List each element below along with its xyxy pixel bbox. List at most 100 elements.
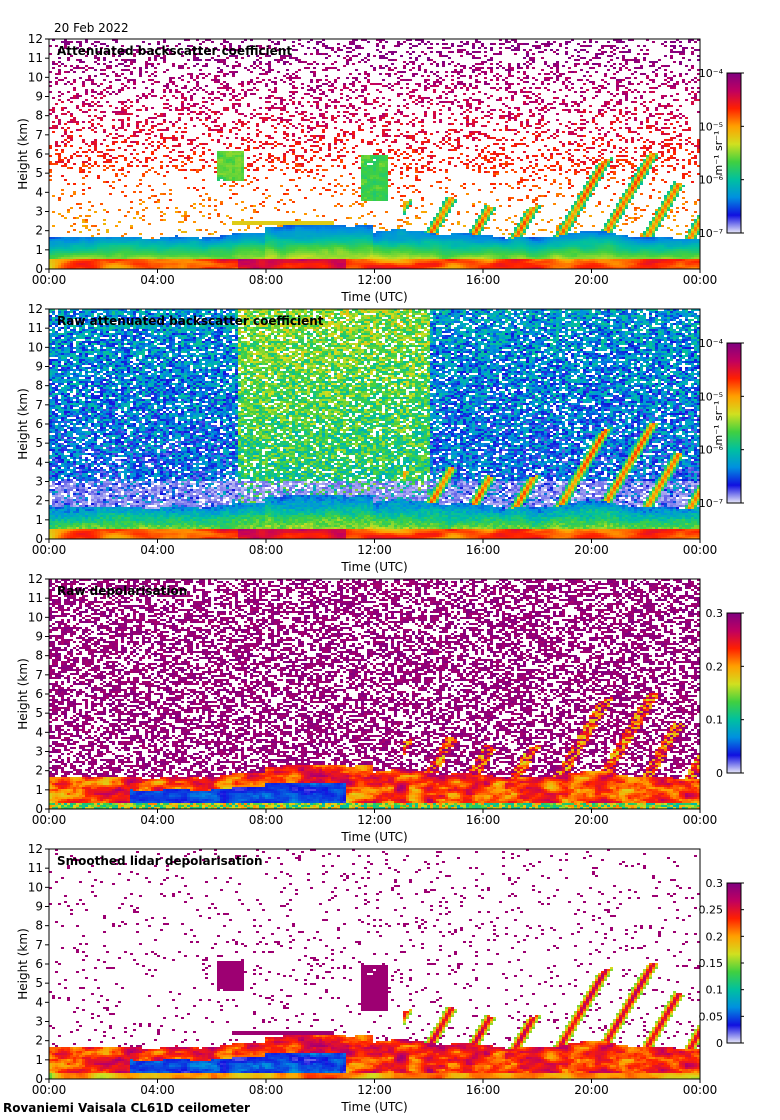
y-tick-label: 4	[35, 455, 43, 469]
x-tick-label: 00:00	[32, 273, 67, 287]
colorbar	[726, 612, 742, 774]
colorbar-tick-label: 0	[716, 767, 723, 780]
y-tick-label: 0	[35, 262, 43, 276]
x-tick-label: 00:00	[683, 543, 718, 557]
x-tick-label: 08:00	[249, 813, 284, 827]
x-tick-label: 12:00	[357, 543, 392, 557]
y-tick-label: 3	[35, 745, 43, 759]
y-tick-label: 6	[35, 147, 43, 161]
panel-title: Attenuated backscatter coefficient	[57, 44, 292, 58]
colorbar-tick-label: 0.05	[699, 1010, 724, 1023]
x-axis-label: Time (UTC)	[340, 560, 407, 574]
colorbar-tick-label: 0.1	[706, 984, 724, 997]
y-tick-label: 4	[35, 725, 43, 739]
y-tick-label: 2	[35, 494, 43, 508]
colorbar-tick-label: 0.25	[699, 904, 724, 917]
x-axis-label: Time (UTC)	[340, 1100, 407, 1114]
colorbar-tick-label: 0	[716, 1037, 723, 1050]
x-tick-label: 20:00	[574, 273, 609, 287]
x-tick-label: 08:00	[249, 543, 284, 557]
colorbar	[726, 72, 742, 234]
y-tick-label: 7	[35, 398, 43, 412]
x-tick-label: 16:00	[466, 543, 501, 557]
y-tick-label: 1	[35, 243, 43, 257]
y-tick-label: 2	[35, 764, 43, 778]
y-tick-label: 12	[28, 572, 43, 586]
colorbar-tick-label: 0.2	[706, 660, 724, 673]
y-tick-label: 4	[35, 995, 43, 1009]
x-tick-label: 00:00	[683, 1083, 718, 1097]
y-tick-label: 1	[35, 783, 43, 797]
y-tick-label: 2	[35, 1034, 43, 1048]
y-tick-label: 11	[28, 591, 43, 605]
panel-title: Raw attenuated backscatter coefficient	[57, 314, 324, 328]
y-tick-label: 6	[35, 957, 43, 971]
colorbar-tick-label: 10⁻⁷	[699, 227, 723, 240]
y-tick-label: 8	[35, 919, 43, 933]
y-tick-label: 9	[35, 90, 43, 104]
y-tick-label: 1	[35, 513, 43, 527]
y-tick-label: 0	[35, 532, 43, 546]
y-tick-label: 10	[28, 340, 43, 354]
x-tick-label: 00:00	[32, 813, 67, 827]
colorbar-tick-label: 10⁻⁴	[699, 337, 724, 350]
y-tick-label: 5	[35, 436, 43, 450]
x-tick-label: 00:00	[32, 1083, 67, 1097]
y-axis-label: Height (km)	[16, 388, 30, 459]
colorbar-tick-label: 0.15	[699, 957, 724, 970]
y-tick-label: 5	[35, 166, 43, 180]
colorbar-tick-label: 10⁻⁵	[699, 120, 723, 133]
colorbar-tick-label: 10⁻⁴	[699, 67, 724, 80]
y-tick-label: 10	[28, 610, 43, 624]
y-axis-label: Height (km)	[16, 928, 30, 999]
colorbar	[726, 882, 742, 1044]
y-tick-label: 10	[28, 70, 43, 84]
x-axis-label: Time (UTC)	[340, 830, 407, 844]
colorbar-label: m⁻¹ sr⁻¹	[712, 401, 725, 446]
y-axis-label: Height (km)	[16, 658, 30, 729]
y-tick-label: 6	[35, 417, 43, 431]
colorbar-label: m⁻¹ sr⁻¹	[712, 131, 725, 176]
x-tick-label: 12:00	[357, 813, 392, 827]
colorbar-tick-label: 0.3	[706, 877, 724, 890]
colorbar-tick-label: 10⁻⁶	[699, 174, 724, 187]
y-tick-label: 9	[35, 900, 43, 914]
y-tick-label: 11	[28, 861, 43, 875]
y-tick-label: 8	[35, 649, 43, 663]
x-tick-label: 04:00	[140, 813, 175, 827]
colorbar-tick-label: 10⁻⁷	[699, 497, 723, 510]
y-tick-label: 0	[35, 1072, 43, 1086]
x-tick-label: 04:00	[140, 543, 175, 557]
y-tick-label: 3	[35, 475, 43, 489]
x-axis-label: Time (UTC)	[340, 290, 407, 304]
x-tick-label: 12:00	[357, 273, 392, 287]
x-tick-label: 08:00	[249, 1083, 284, 1097]
colorbar-tick-label: 0.3	[706, 607, 724, 620]
x-tick-label: 20:00	[574, 813, 609, 827]
y-tick-label: 3	[35, 1015, 43, 1029]
heatmap-raster	[49, 39, 700, 269]
colorbar	[726, 342, 742, 504]
x-tick-label: 08:00	[249, 273, 284, 287]
y-tick-label: 2	[35, 224, 43, 238]
y-tick-label: 0	[35, 802, 43, 816]
y-tick-label: 5	[35, 976, 43, 990]
x-tick-label: 20:00	[574, 543, 609, 557]
y-tick-label: 11	[28, 51, 43, 65]
x-tick-label: 16:00	[466, 273, 501, 287]
x-tick-label: 00:00	[683, 813, 718, 827]
x-tick-label: 04:00	[140, 1083, 175, 1097]
heatmap-raster	[49, 849, 700, 1079]
y-tick-label: 1	[35, 1053, 43, 1067]
x-tick-label: 00:00	[32, 543, 67, 557]
y-tick-label: 9	[35, 360, 43, 374]
instrument-footer: Rovaniemi Vaisala CL61D ceilometer	[3, 1101, 250, 1115]
y-tick-label: 12	[28, 302, 43, 316]
y-tick-label: 3	[35, 205, 43, 219]
panel-title: Raw depolarisation	[57, 584, 187, 598]
